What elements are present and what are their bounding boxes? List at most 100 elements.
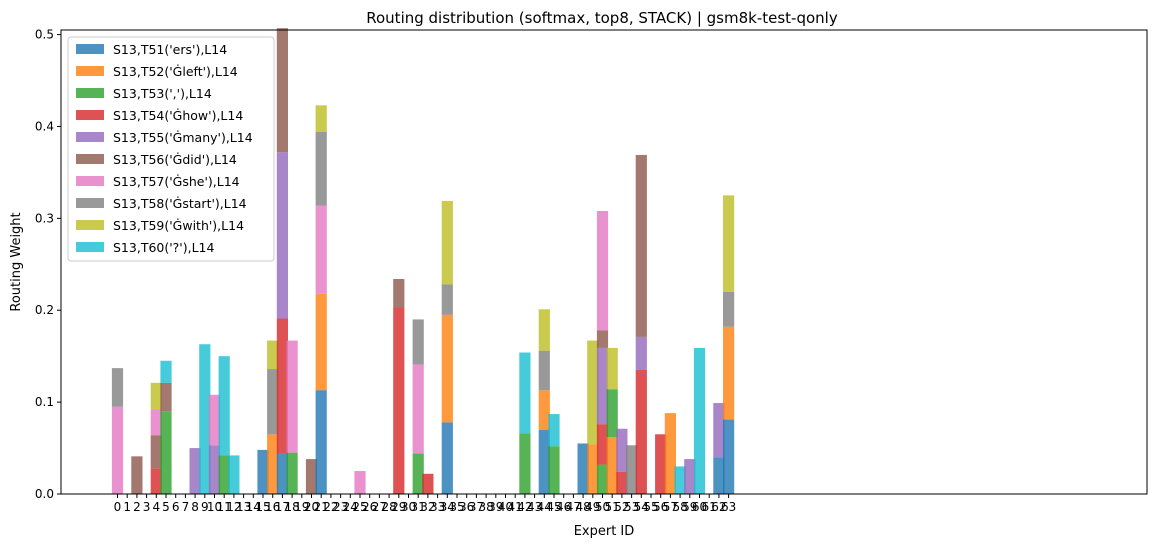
x-tick-label: 61 — [702, 500, 717, 514]
legend-swatch — [76, 44, 104, 54]
y-tick-label: 0.4 — [35, 119, 54, 133]
bar-expert-42-series-9 — [519, 352, 531, 434]
x-tick-label: 53 — [624, 500, 639, 514]
bar-expert-15-series-0 — [257, 449, 269, 494]
bar-expert-17-series-0 — [276, 453, 288, 494]
bar-expert-51-series-2 — [606, 389, 618, 438]
x-tick-label: 41 — [508, 500, 523, 514]
x-tick-label: 16 — [265, 500, 280, 514]
legend-label: S13,T57('Ġshe'),L14 — [113, 173, 240, 189]
x-tick-label: 63 — [721, 500, 736, 514]
bar-expert-52-series-3 — [616, 471, 628, 494]
bar-expert-21-series-7 — [315, 131, 327, 206]
x-tick-label: 59 — [682, 500, 697, 514]
bar-expert-32-series-3 — [422, 473, 434, 494]
x-tick-label: 46 — [556, 500, 571, 514]
bar-expert-16-series-8 — [267, 340, 279, 370]
x-tick-label: 24 — [343, 500, 358, 514]
bar-expert-12-series-9 — [228, 455, 240, 494]
x-tick-label: 11 — [217, 500, 232, 514]
x-tick-label: 31 — [411, 500, 426, 514]
x-tick-label: 18 — [284, 500, 299, 514]
bar-expert-2-series-5 — [131, 456, 143, 494]
bar-expert-42-series-2 — [519, 433, 531, 494]
bar-expert-21-series-1 — [315, 293, 327, 391]
bar-expert-60-series-9 — [693, 347, 706, 494]
bar-expert-44-series-7 — [538, 350, 550, 391]
bar-expert-62-series-4 — [713, 403, 725, 458]
x-tick-label: 62 — [711, 500, 726, 514]
x-tick-label: 58 — [672, 500, 687, 514]
x-tick-label: 57 — [663, 500, 678, 514]
bar-expert-49-series-8 — [587, 340, 599, 445]
legend: S13,T51('ers'),L14 S13,T52('Ġleft'),L14 S1… — [67, 36, 275, 262]
bar-expert-50-series-4 — [596, 347, 609, 425]
x-tick-label: 43 — [527, 500, 542, 514]
bar-expert-21-series-8 — [315, 105, 327, 132]
x-axis: 0 1 2 3 4 5 6 7 8 9101112131415161718192021222324… — [114, 494, 736, 514]
legend-swatch — [76, 88, 104, 98]
legend-label: S13,T60('?'),L14 — [113, 240, 215, 255]
x-tick-label: 19 — [294, 500, 309, 514]
bar-expert-54-series-4 — [635, 336, 647, 370]
x-tick-label: 50 — [595, 500, 610, 514]
legend-swatch — [76, 66, 104, 76]
x-tick-label: 52 — [614, 500, 629, 514]
x-tick-label: 2 — [133, 500, 141, 514]
x-tick-label: 5 — [162, 500, 170, 514]
bar-expert-4-series-3 — [150, 468, 162, 494]
bar-expert-20-series-5 — [305, 459, 318, 494]
legend-label: S13,T55('Ġmany'),L14 — [113, 129, 253, 145]
bar-expert-51-series-1 — [606, 437, 618, 494]
x-tick-label: 49 — [585, 500, 600, 514]
bar-expert-52-series-4 — [616, 428, 628, 472]
x-tick-label: 54 — [634, 500, 649, 514]
bar-expert-4-series-5 — [150, 435, 162, 469]
legend-swatch — [76, 220, 104, 230]
legend-label: S13,T58('Ġstart'),L14 — [113, 195, 247, 211]
x-tick-label: 39 — [488, 500, 503, 514]
x-tick-label: 6 — [172, 500, 180, 514]
bar-expert-59-series-4 — [684, 459, 696, 494]
bar-expert-44-series-0 — [538, 429, 550, 494]
x-tick-label: 4 — [152, 500, 160, 514]
bar-expert-62-series-0 — [713, 457, 725, 494]
bar-expert-5-series-9 — [160, 360, 172, 383]
bar-expert-49-series-1 — [587, 444, 599, 494]
x-tick-label: 22 — [323, 500, 338, 514]
bar-expert-11-series-2 — [218, 455, 230, 494]
bar-expert-50-series-6 — [596, 211, 609, 331]
x-tick-label: 1 — [123, 500, 131, 514]
bar-expert-45-series-2 — [548, 446, 560, 494]
bar-expert-48-series-0 — [577, 443, 589, 494]
x-tick-label: 12 — [226, 500, 241, 514]
bar-expert-29-series-3 — [393, 307, 405, 494]
bar-expert-25-series-6 — [354, 471, 366, 494]
x-tick-label: 3 — [143, 500, 151, 514]
x-tick-label: 26 — [362, 500, 377, 514]
x-tick-label: 0 — [114, 500, 122, 514]
y-tick-label: 0.1 — [35, 395, 54, 409]
plot-frame — [60, 29, 1148, 495]
bar-expert-56-series-3 — [655, 434, 667, 494]
y-axis-label: Routing Weight — [9, 212, 24, 311]
bar-expert-31-series-2 — [412, 453, 424, 494]
x-tick-label: 15 — [255, 500, 270, 514]
x-tick-label: 48 — [575, 500, 590, 514]
legend-swatch — [76, 132, 104, 142]
legend-swatch — [76, 242, 104, 252]
bar-expert-10-series-4 — [208, 445, 221, 494]
x-tick-label: 44 — [537, 500, 552, 514]
x-tick-label: 29 — [391, 500, 406, 514]
legend-label: S13,T56('Ġdid'),L14 — [113, 151, 237, 167]
bar-expert-16-series-1 — [267, 434, 279, 494]
x-tick-label: 28 — [381, 500, 396, 514]
x-tick-label: 34 — [440, 500, 455, 514]
x-tick-label: 7 — [182, 500, 190, 514]
bar-expert-0-series-7 — [111, 368, 124, 407]
bar-expert-31-series-6 — [412, 364, 424, 454]
x-tick-label: 60 — [692, 500, 707, 514]
x-tick-label: 8 — [191, 500, 199, 514]
x-tick-label: 35 — [449, 500, 464, 514]
